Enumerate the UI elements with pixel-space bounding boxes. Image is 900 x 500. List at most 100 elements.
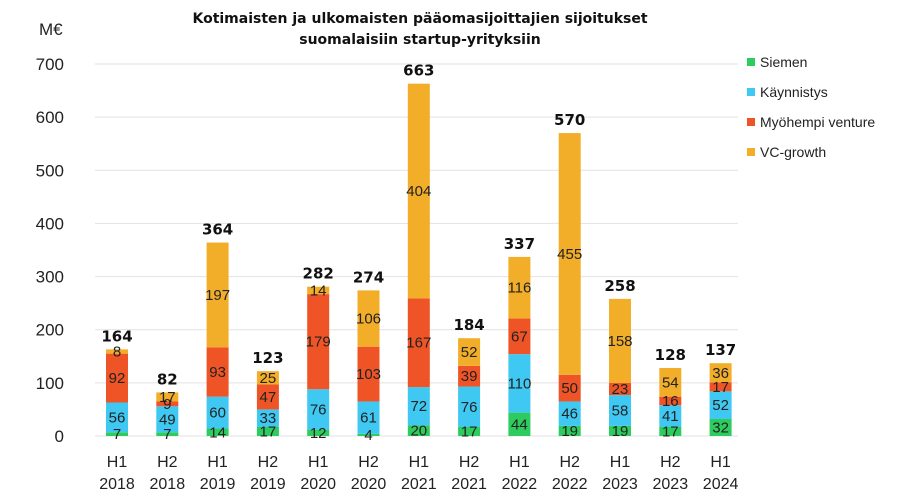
total-label: 128 [655,346,686,364]
data-label: 4 [364,427,372,444]
x-tick-half: H2 [660,454,681,471]
data-label: 72 [410,398,427,415]
y-tick-label-600: 600 [36,108,64,127]
x-tick-year: 2021 [451,476,487,493]
bar-segment-myöhempi-venture-8 [508,318,531,355]
total-label: 337 [504,235,535,253]
total-label: 123 [252,349,283,367]
data-label: 47 [260,389,277,406]
bar-segment-käynnistys-6 [407,387,430,426]
bar-segment-siemen-5 [357,433,380,436]
bar-segment-vc-growth-3 [256,371,279,385]
bar-segment-siemen-1 [156,432,179,436]
data-label: 179 [306,334,331,351]
x-tick-half: H1 [610,454,631,471]
data-label: 44 [511,416,528,433]
bar-segment-siemen-2 [206,428,229,436]
x-tick-half: H2 [358,454,379,471]
chart-title-line-2: suomalaisiin startup-yrityksiin [299,32,541,48]
bar-segment-myöhempi-venture-9 [558,374,581,402]
chart-title-line-1: Kotimaisten ja ulkomaisten pääomasijoitt… [192,11,647,27]
data-label: 61 [360,410,377,427]
x-tick-year: 2023 [602,476,638,493]
data-label: 52 [461,344,478,361]
bar-segment-käynnistys-8 [508,354,531,413]
bar-segment-vc-growth-4 [307,286,330,295]
legend-swatch-siemen [747,58,755,66]
data-label: 32 [712,419,729,436]
data-label: 76 [461,399,478,416]
data-label: 93 [209,364,226,381]
x-tick-year: 2024 [703,476,739,493]
data-label: 76 [310,401,327,418]
y-tick-label-700: 700 [36,55,64,74]
y-tick-label-200: 200 [36,321,64,340]
total-label: 663 [403,62,434,80]
y-tick-label-100: 100 [36,374,64,393]
y-tick-label-400: 400 [36,214,64,233]
x-tick-year: 2019 [250,476,286,493]
bar-segment-siemen-9 [558,425,581,436]
total-label: 274 [353,268,384,286]
legend-swatch-käynnistys [747,88,755,96]
data-label: 25 [260,370,277,387]
bar-segment-käynnistys-7 [458,386,481,427]
data-label: 19 [561,423,578,440]
legend-swatch-myöhempi-venture [747,118,755,126]
data-label: 54 [662,374,679,391]
bar-segment-käynnistys-0 [106,402,128,433]
bar-segment-myöhempi-venture-10 [609,382,631,396]
data-label: 52 [712,397,729,414]
total-label: 82 [157,370,178,388]
x-tick-half: H1 [509,454,530,471]
data-label: 92 [109,370,126,387]
bar-segment-vc-growth-1 [156,392,179,402]
x-tick-half: H2 [559,454,580,471]
x-tick-half: H1 [207,454,228,471]
data-label: 455 [557,246,582,263]
bar-segment-myöhempi-venture-11 [659,396,682,406]
data-label: 50 [561,380,578,397]
data-label: 33 [260,410,277,427]
bar-segment-myöhempi-venture-4 [307,294,330,390]
bar-segment-myöhempi-venture-12 [709,382,732,392]
data-label: 67 [511,328,528,345]
data-label: 17 [260,423,277,440]
data-label: 14 [209,424,226,441]
bar-segment-käynnistys-1 [156,406,179,433]
bar-segment-vc-growth-7 [458,338,481,366]
x-tick-half: H1 [308,454,329,471]
bar-segment-myöhempi-venture-2 [206,347,229,397]
bar-segment-vc-growth-10 [609,298,631,383]
total-label: 164 [101,327,132,345]
bar-segment-myöhempi-venture-5 [357,346,380,402]
bar-segment-vc-growth-0 [106,349,128,354]
bar-segment-käynnistys-9 [558,401,581,426]
data-label: 17 [662,423,679,440]
x-tick-half: H2 [157,454,178,471]
total-label: 137 [705,341,736,359]
y-tick-label-0: 0 [55,427,64,446]
data-label: 41 [662,408,679,425]
bar-segment-käynnistys-12 [709,391,732,419]
bar-segment-vc-growth-6 [407,83,430,299]
total-label: 570 [554,111,585,129]
data-label: 36 [712,365,729,382]
data-label: 16 [662,393,679,410]
legend-swatch-vc-growth [747,148,755,156]
bar-segment-käynnistys-4 [307,389,330,430]
x-tick-half: H1 [107,454,128,471]
data-label: 106 [356,311,381,328]
data-label: 7 [113,426,121,443]
data-label: 39 [461,368,478,385]
x-tick-year: 2022 [502,476,538,493]
x-tick-year: 2018 [150,476,186,493]
bar-segment-käynnistys-5 [357,401,380,434]
data-label: 58 [612,402,629,419]
bar-segment-myöhempi-venture-0 [106,353,128,403]
total-label: 282 [303,265,334,283]
data-label: 20 [410,423,427,440]
bar-segment-vc-growth-2 [206,242,229,348]
data-label: 23 [612,381,629,398]
x-tick-half: H2 [459,454,480,471]
